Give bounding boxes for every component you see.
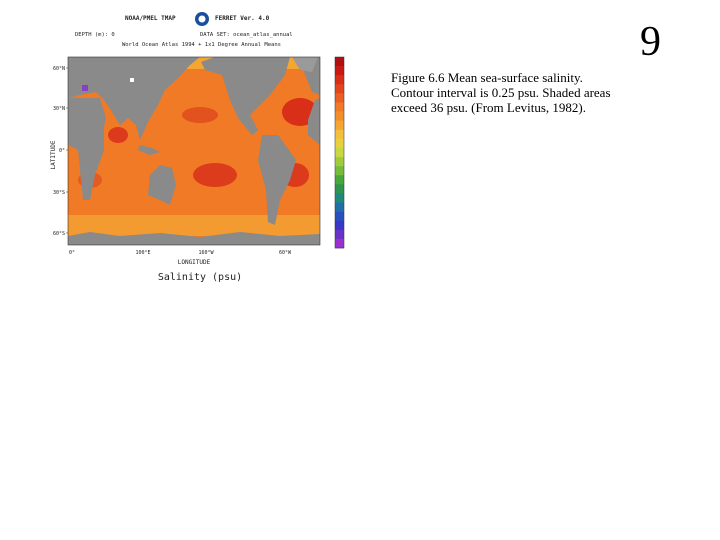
y-ticks: 60°N 30°N 0° 30°S 60°S (53, 66, 68, 237)
colorbar-swatch (335, 193, 344, 203)
map-frame (67, 56, 321, 246)
caption-line: Contour interval is 0.25 psu. Shaded are… (391, 85, 611, 100)
figure-caption: Salinity (psu) (158, 272, 242, 283)
map (67, 56, 321, 246)
colorbar-swatch (335, 175, 344, 185)
caption-line: exceed 36 psu. (From Levitus, 1982). (391, 100, 586, 115)
baltic-low (82, 85, 88, 91)
colorbar-swatch (335, 102, 344, 112)
x-axis-label: LONGITUDE (178, 259, 211, 266)
colorbar-swatch (335, 120, 344, 131)
colorbar-swatch (335, 138, 344, 149)
colorbar-swatch (335, 211, 344, 222)
high-salinity-patch (193, 163, 237, 187)
slide-number: 9 (640, 19, 661, 65)
lake (130, 78, 134, 82)
header-right: FERRET Ver. 4.0 (215, 15, 270, 22)
x-tick-label: 100°E (135, 250, 150, 256)
colorbar-swatch (335, 157, 344, 167)
header-subtitle: World Ocean Atlas 1994 + 1x1 Degree Annu… (122, 42, 281, 48)
colorbar-swatch (335, 166, 344, 176)
colorbar-frame (334, 56, 345, 249)
colorbar-swatch (335, 66, 344, 76)
colorbar-swatch (335, 202, 344, 212)
high-salinity-patch (108, 127, 128, 143)
y-tick-label: 0° (59, 148, 65, 154)
header-left: NOAA/PMEL TMAP (125, 15, 176, 22)
colorbar-swatch (335, 238, 344, 249)
y-tick-label: 30°S (53, 190, 65, 196)
colorbar-swatch (335, 111, 344, 121)
greenland (292, 57, 318, 72)
x-ticks: 0° 100°E 160°W 60°W (69, 250, 292, 256)
x-tick-label: 60°W (279, 250, 292, 256)
land (68, 57, 320, 245)
salinity-map-figure: NOAA/PMEL TMAP FERRET Ver. 4.0 DEPTH (m)… (50, 12, 345, 283)
colorbar-swatch (335, 129, 344, 140)
colorbar-swatch (335, 93, 344, 103)
colorbar-swatch (335, 57, 344, 67)
noaa-logo-inner (198, 15, 206, 23)
colorbar-swatch (335, 220, 344, 231)
x-tick-label: 0° (69, 250, 75, 256)
southern-band (68, 215, 320, 236)
header-depth: DEPTH (m): 0 (75, 32, 115, 38)
colorbar-swatch (335, 75, 344, 85)
caption-line: Figure 6.6 Mean sea-surface salinity. (391, 70, 583, 85)
colorbar-swatch (335, 147, 344, 158)
colorbar-swatch (335, 184, 344, 194)
y-tick-label: 60°S (53, 231, 65, 237)
y-tick-label: 60°N (53, 66, 65, 72)
caption: Figure 6.6 Mean sea-surface salinity. Co… (391, 70, 691, 115)
x-tick-label: 160°W (198, 250, 214, 256)
colorbar-swatch (335, 229, 344, 240)
y-axis-label: LATITUDE (50, 140, 57, 169)
colorbar (334, 56, 345, 249)
high-salinity-patch (182, 107, 218, 123)
colorbar-swatch (335, 84, 344, 94)
header-dataset: DATA SET: ocean_atlas_annual (200, 32, 293, 38)
y-tick-label: 30°N (53, 106, 65, 112)
